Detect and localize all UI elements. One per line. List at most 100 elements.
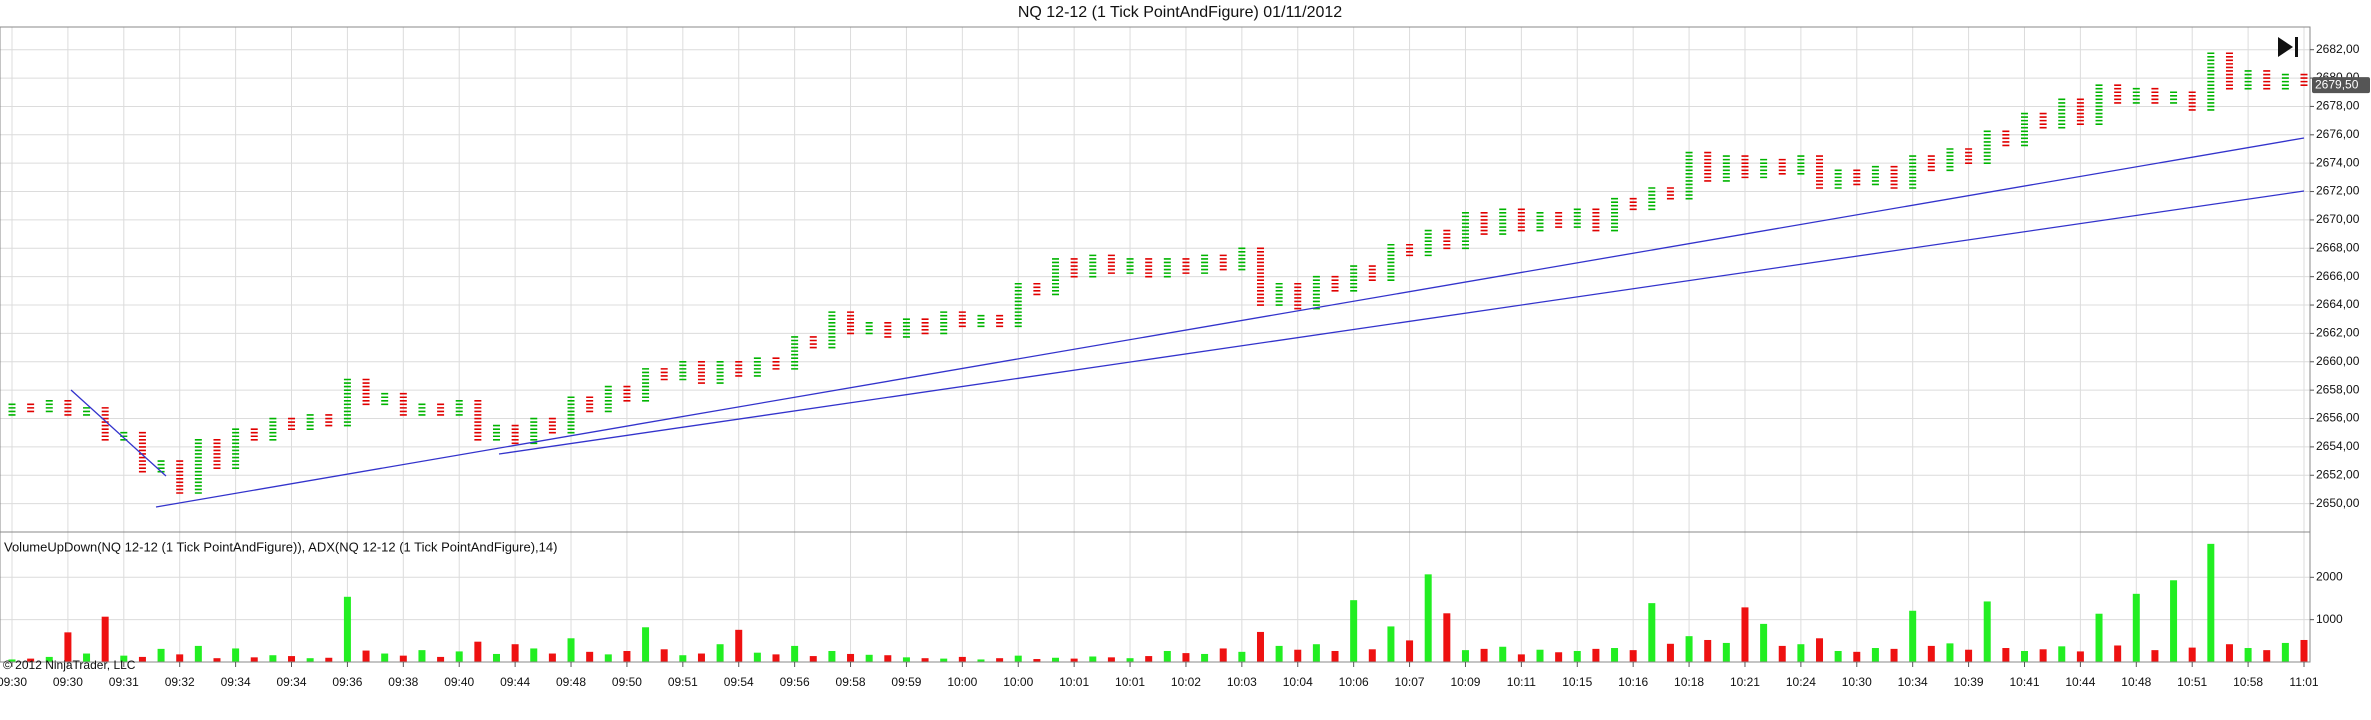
volume-bar: [1536, 649, 1544, 662]
volume-bar: [492, 653, 500, 662]
x-tick-label: 09:48: [556, 675, 586, 689]
pf-column: [977, 314, 985, 328]
pf-column: [1871, 165, 1879, 186]
pf-column: [511, 424, 519, 445]
pf-column: [735, 360, 743, 377]
volume-bar: [660, 649, 668, 662]
pf-column: [1331, 275, 1339, 292]
pf-column: [530, 417, 538, 445]
volume-bar: [2170, 580, 2178, 662]
y-tick-label: 2670,00: [2316, 212, 2360, 226]
pf-column: [828, 311, 836, 349]
x-tick-label: 09:30: [53, 675, 83, 689]
pf-column: [604, 385, 612, 413]
volume-bar: [2132, 593, 2140, 662]
y-tick-label: 2000: [2316, 569, 2343, 583]
volume-bar: [1089, 656, 1097, 662]
pf-column: [1853, 169, 1861, 186]
volume-bar: [250, 657, 258, 662]
volume-bar: [418, 650, 426, 662]
volume-bar: [1145, 656, 1153, 662]
volume-panel-frame: [0, 531, 2311, 663]
volume-bar: [45, 656, 53, 662]
volume-bar: [530, 648, 538, 662]
pf-column: [1219, 254, 1227, 271]
pf-column: [772, 357, 780, 370]
volume-bar: [1331, 650, 1339, 662]
trend-line[interactable]: [70, 389, 167, 477]
pf-column: [1089, 254, 1097, 278]
pf-column: [902, 318, 910, 338]
pf-column: [623, 385, 631, 402]
volume-bar: [1461, 650, 1469, 662]
pf-column: [232, 428, 240, 469]
trend-line[interactable]: [155, 137, 2305, 508]
volume-bar: [1163, 650, 1171, 662]
pf-column: [1965, 148, 1973, 164]
x-tick-label: 09:58: [836, 675, 866, 689]
pf-column: [474, 399, 482, 441]
pf-column: [1163, 258, 1171, 278]
y-tick-label: 2656,00: [2316, 411, 2360, 425]
volume-bar: [1238, 651, 1246, 662]
volume-bar: [1816, 638, 1824, 662]
pf-column: [250, 428, 258, 441]
volume-bar: [772, 654, 780, 662]
pf-column: [1443, 229, 1451, 250]
pf-column: [45, 399, 53, 413]
volume-bar: [1368, 649, 1376, 662]
pf-column: [2281, 73, 2289, 90]
volume-bar: [325, 657, 333, 662]
copyright: © 2012 NinjaTrader, LLC: [3, 658, 136, 672]
volume-bar: [1611, 648, 1619, 662]
volume-bar: [1052, 657, 1060, 662]
pf-column: [1275, 282, 1283, 306]
volume-bar: [2151, 650, 2159, 662]
play-icon[interactable]: [2278, 37, 2293, 57]
volume-bar: [1443, 613, 1451, 662]
volume-bar: [64, 632, 72, 662]
pf-column: [1685, 151, 1693, 200]
pf-column: [884, 321, 892, 338]
volume-bar: [847, 653, 855, 662]
x-tick-label: 10:01: [1059, 675, 1089, 689]
x-tick-label: 09:56: [780, 675, 810, 689]
pf-column: [921, 318, 929, 335]
pf-column: [1741, 155, 1749, 179]
y-tick-label: 2660,00: [2316, 354, 2360, 368]
volume-bar: [2188, 647, 2196, 662]
trend-line[interactable]: [498, 190, 2305, 455]
volume-bar: [884, 655, 892, 662]
x-tick-label: 10:07: [1395, 675, 1425, 689]
x-tick-label: 09:34: [276, 675, 306, 689]
volume-bar: [642, 627, 650, 662]
x-tick-label: 10:21: [1730, 675, 1760, 689]
volume-bar: [902, 657, 910, 662]
pf-column: [1256, 247, 1264, 306]
x-tick-label: 10:34: [1898, 675, 1928, 689]
pf-column: [2263, 70, 2271, 90]
volume-bar: [1648, 603, 1656, 662]
volume-bar: [83, 653, 91, 662]
x-tick-label: 10:04: [1283, 675, 1313, 689]
x-tick-label: 10:30: [1842, 675, 1872, 689]
volume-bar: [2281, 642, 2289, 662]
x-tick-label: 10:11: [1507, 675, 1536, 689]
volume-bar: [1201, 653, 1209, 662]
scroll-end-button[interactable]: [2278, 37, 2298, 57]
pf-column: [2225, 52, 2233, 90]
end-bar-icon[interactable]: [2295, 37, 2298, 57]
pf-column: [83, 407, 91, 416]
y-tick-label: 2676,00: [2316, 127, 2360, 141]
y-tick-label: 2678,00: [2316, 99, 2360, 113]
pf-column: [1909, 155, 1917, 189]
volume-bar: [1871, 648, 1879, 662]
pf-column: [2058, 98, 2066, 129]
pf-column: [1033, 282, 1041, 296]
pf-column: [269, 417, 277, 441]
pf-column: [2039, 112, 2047, 129]
pf-column: [697, 360, 705, 384]
volume-bar: [1797, 644, 1805, 662]
volume-bar: [101, 616, 109, 662]
